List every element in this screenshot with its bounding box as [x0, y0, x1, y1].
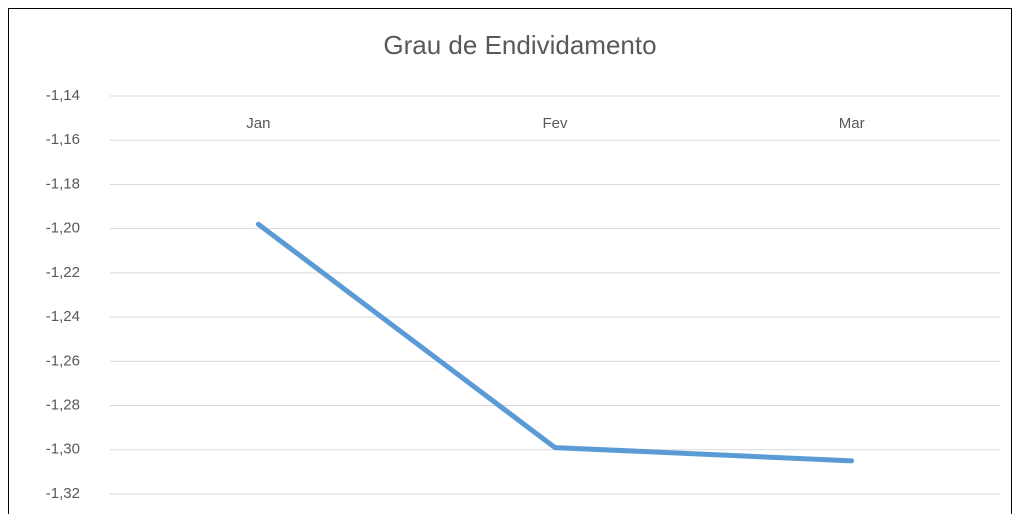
x-tick-label: Mar	[839, 115, 865, 132]
x-tick-label: Fev	[542, 115, 568, 132]
x-tick-label: Jan	[246, 115, 270, 132]
chart-title: Grau de Endividamento	[383, 30, 656, 60]
y-tick-label: -1,26	[46, 352, 80, 369]
y-tick-label: -1,18	[46, 175, 80, 192]
line-series	[255, 221, 855, 464]
y-tick-label: -1,24	[46, 308, 80, 325]
chart-frame	[8, 8, 1012, 514]
y-tick-label: -1,14	[46, 87, 80, 104]
y-tick-label: -1,16	[46, 131, 80, 148]
y-tick-label: -1,28	[46, 397, 80, 414]
y-tick-label: -1,32	[46, 485, 80, 502]
y-tick-label: -1,20	[46, 220, 80, 237]
y-tick-label: -1,30	[46, 441, 80, 458]
y-tick-label: -1,22	[46, 264, 80, 281]
